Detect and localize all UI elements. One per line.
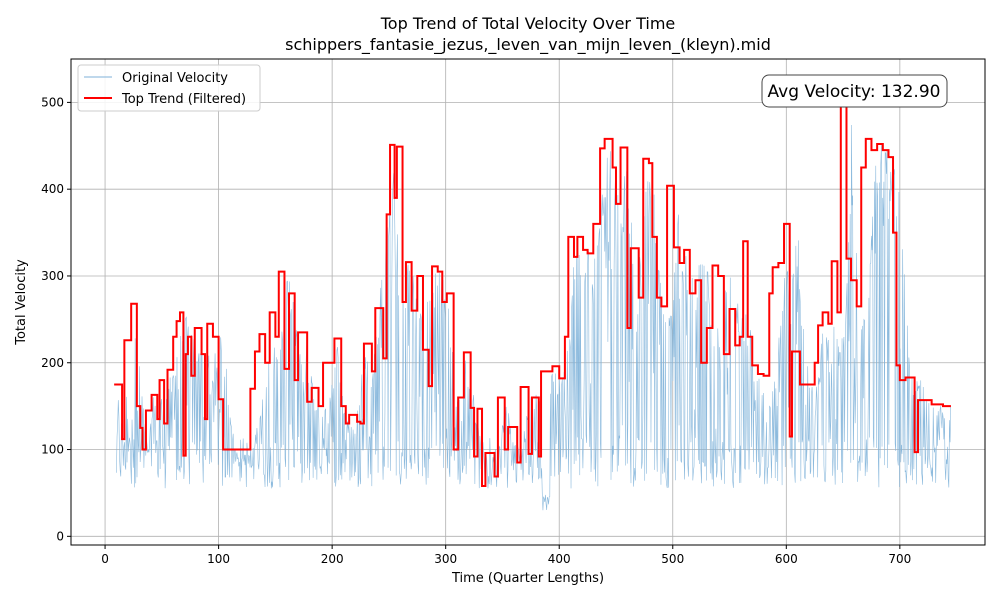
top-trend-line [114,84,951,487]
annotation-text: Avg Velocity: 132.90 [768,82,941,102]
y-axis-ticks: 0 100 200 300 400 500 [41,95,71,543]
x-tick-label: 300 [434,552,457,566]
plot-area-frame [70,58,986,546]
x-tick-label: 400 [548,552,571,566]
legend-box [77,64,261,112]
chart-subtitle: schippers_fantasie_jezus,_leven_van_mijn… [285,35,771,55]
legend-trend-label: Top Trend (Filtered) [121,92,246,107]
chart-title: Top Trend of Total Velocity Over Time [380,14,676,33]
x-tick-label: 0 [101,552,109,566]
y-tick-label: 300 [41,269,64,283]
legend: Original Velocity Top Trend (Filtered) [77,64,261,112]
x-axis-label: Time (Quarter Lengths) [451,571,604,586]
x-tick-label: 700 [888,552,911,566]
y-tick-label: 400 [41,182,64,196]
x-tick-label: 200 [321,552,344,566]
x-tick-label: 600 [775,552,798,566]
top-trend-series [114,84,951,487]
y-tick-label: 200 [41,356,64,370]
x-tick-label: 500 [661,552,684,566]
original-velocity-line [116,125,952,511]
x-axis-ticks: 0 100 200 300 400 500 600 700 [101,545,911,566]
annotation-box [761,74,948,108]
y-tick-label: 0 [56,529,64,543]
y-tick-label: 500 [41,95,64,109]
y-axis-label: Total Velocity [14,259,29,346]
y-tick-label: 100 [41,443,64,457]
x-tick-label: 100 [207,552,230,566]
legend-original-label: Original Velocity [122,71,228,86]
original-velocity-series [116,125,952,511]
avg-velocity-annotation: Avg Velocity: 132.90 [761,74,948,108]
